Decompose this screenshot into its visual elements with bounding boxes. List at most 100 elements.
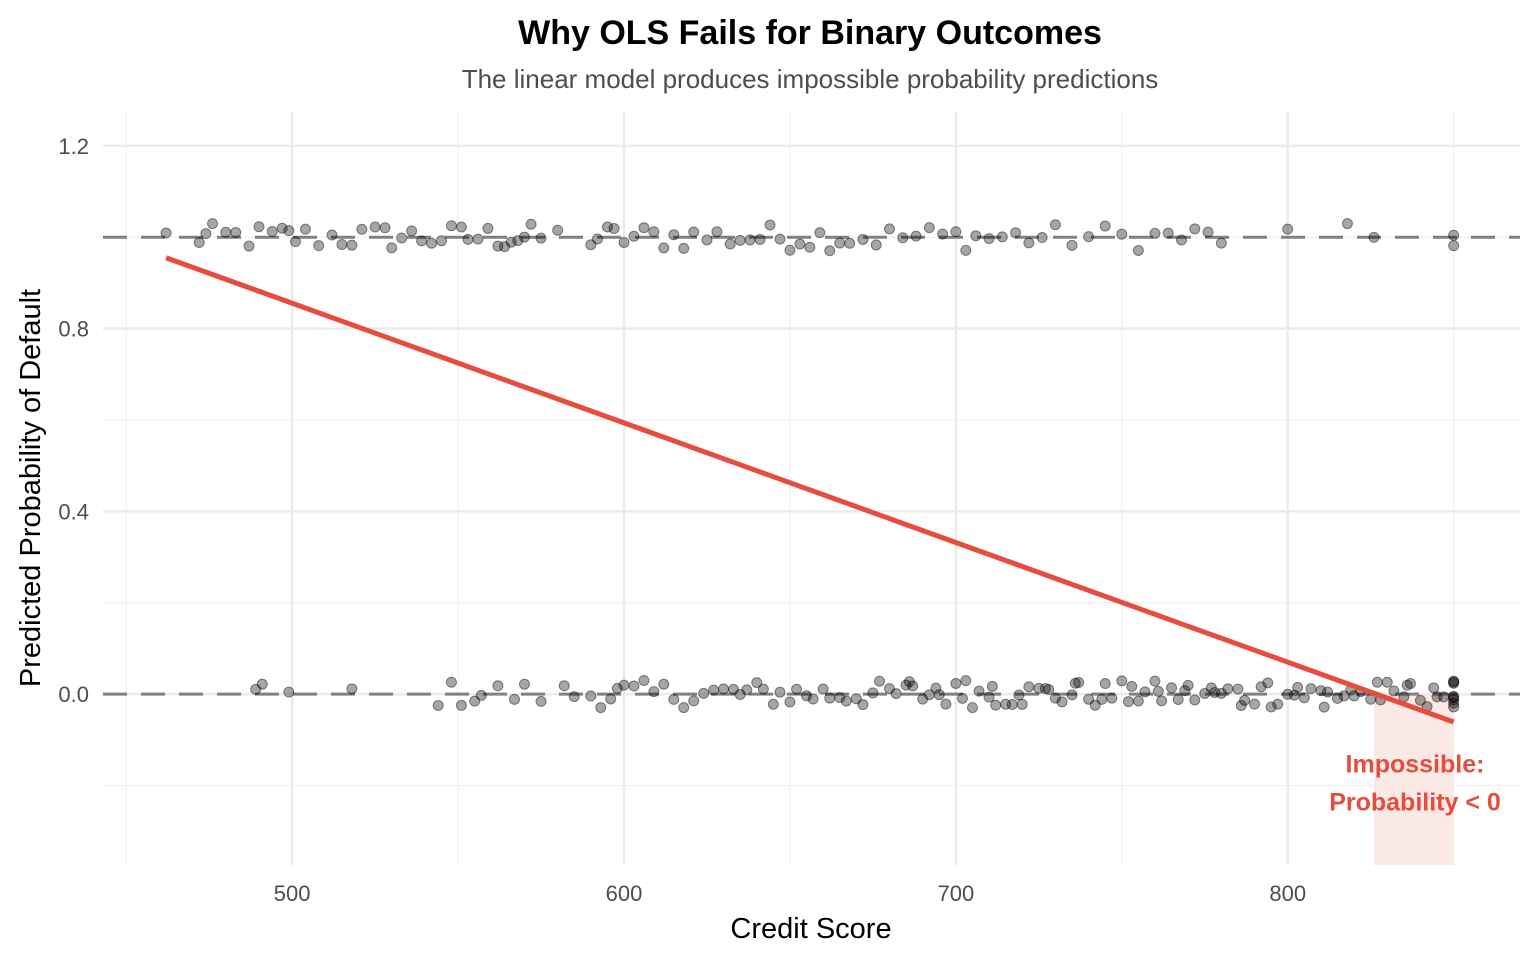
data-point — [1049, 219, 1061, 231]
data-point — [698, 687, 710, 699]
data-point — [472, 233, 484, 245]
data-point — [950, 677, 962, 689]
data-point — [535, 695, 547, 707]
data-point — [923, 689, 935, 701]
data-point — [601, 221, 613, 233]
data-point — [1066, 239, 1078, 251]
data-point — [751, 677, 763, 689]
data-point — [508, 693, 520, 705]
data-point — [724, 238, 736, 250]
highlight-rect — [1373, 694, 1454, 865]
data-point — [1089, 699, 1101, 711]
x-tick-label: 800 — [1269, 881, 1306, 906]
data-point — [1305, 683, 1317, 695]
data-point — [1116, 228, 1128, 240]
data-point — [970, 230, 982, 242]
data-point — [535, 232, 547, 244]
data-point — [834, 692, 846, 704]
data-point — [283, 686, 295, 698]
data-point — [718, 683, 730, 695]
data-point — [605, 693, 617, 705]
data-point — [160, 227, 172, 239]
data-point — [883, 683, 895, 695]
data-point — [983, 233, 995, 245]
data-point — [462, 233, 474, 245]
data-point — [1428, 682, 1440, 694]
data-point — [1205, 682, 1217, 694]
data-point — [1232, 683, 1244, 695]
x-tick-label: 700 — [937, 881, 974, 906]
data-point — [1179, 685, 1191, 697]
data-point — [1043, 683, 1055, 695]
data-point — [435, 235, 447, 247]
data-point — [276, 222, 288, 234]
data-point — [482, 222, 494, 234]
data-point — [990, 699, 1002, 711]
data-point — [1388, 685, 1400, 697]
data-point — [379, 222, 391, 234]
data-point — [455, 221, 467, 233]
data-point — [824, 692, 836, 704]
data-point — [1272, 698, 1284, 710]
data-point — [857, 699, 869, 711]
data-point — [910, 230, 922, 242]
data-point — [1315, 685, 1327, 697]
data-point — [628, 230, 640, 242]
data-point — [1215, 237, 1227, 249]
x-tick-label: 600 — [606, 881, 643, 906]
data-point — [1235, 699, 1247, 711]
data-point — [608, 222, 620, 234]
data-point — [445, 676, 457, 688]
data-point — [1149, 227, 1161, 239]
data-point — [850, 693, 862, 705]
data-point — [492, 240, 504, 252]
data-point — [1023, 237, 1035, 249]
data-point — [346, 239, 358, 251]
data-point — [956, 692, 968, 704]
data-point — [1010, 227, 1022, 239]
data-point — [960, 244, 972, 256]
data-point — [1122, 696, 1134, 708]
data-point — [658, 242, 670, 254]
data-point — [917, 693, 929, 705]
data-point — [933, 689, 945, 701]
data-point — [801, 690, 813, 702]
data-point — [455, 699, 467, 711]
data-point — [774, 686, 786, 698]
data-point — [1182, 679, 1194, 691]
data-point — [525, 218, 537, 230]
data-point — [930, 682, 942, 694]
data-point — [512, 235, 524, 247]
ols-fit-line — [165, 255, 1455, 725]
data-point — [386, 242, 398, 254]
data-point — [940, 698, 952, 710]
data-point — [1013, 689, 1025, 701]
data-point — [220, 226, 232, 238]
data-point — [1448, 697, 1460, 709]
data-point — [346, 683, 358, 695]
data-point — [923, 222, 935, 234]
data-point — [492, 680, 504, 692]
data-point — [648, 686, 660, 698]
data-point — [475, 689, 487, 701]
data-point — [1189, 694, 1201, 706]
data-point — [618, 679, 630, 691]
data-point — [230, 226, 242, 238]
data-point — [313, 240, 325, 252]
data-point — [585, 239, 597, 251]
data-point — [903, 676, 915, 688]
data-point — [1036, 232, 1048, 244]
data-point — [552, 224, 564, 236]
data-point — [250, 683, 262, 695]
data-point — [1099, 220, 1111, 232]
data-point — [432, 699, 444, 711]
data-point — [518, 678, 530, 690]
data-point — [996, 231, 1008, 243]
data-point — [1338, 690, 1350, 702]
data-point — [406, 225, 418, 237]
data-point — [784, 244, 796, 256]
annotation-line-1: Impossible: — [1346, 751, 1485, 779]
y-tick-label: 0.0 — [58, 682, 89, 707]
y-axis-title: Predicted Probability of Default — [15, 289, 47, 687]
